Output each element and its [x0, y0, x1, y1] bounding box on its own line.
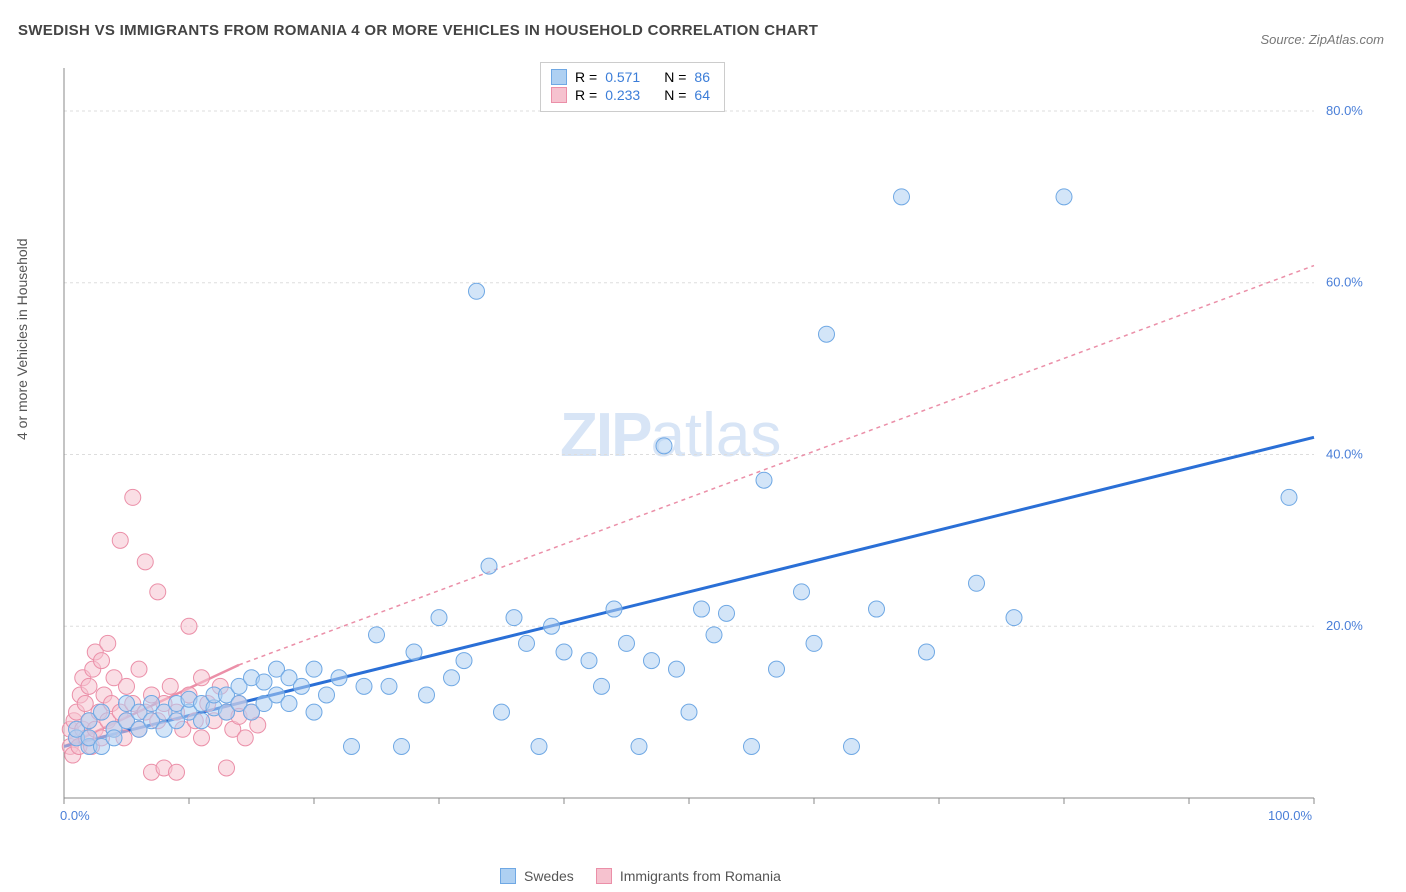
svg-text:100.0%: 100.0%: [1268, 808, 1313, 823]
r-value-swedes: 0.571: [605, 69, 640, 85]
n-label: N =: [664, 87, 686, 103]
n-label: N =: [664, 69, 686, 85]
y-axis-label: 4 or more Vehicles in Household: [14, 238, 30, 440]
svg-text:80.0%: 80.0%: [1326, 103, 1363, 118]
svg-text:0.0%: 0.0%: [60, 808, 90, 823]
svg-text:40.0%: 40.0%: [1326, 446, 1363, 461]
plot-svg: 20.0% 40.0% 60.0% 80.0% 0.0% 100.0%: [54, 58, 1384, 838]
scatter-plot: 20.0% 40.0% 60.0% 80.0% 0.0% 100.0%: [54, 58, 1384, 838]
legend-row-swedes: R = 0.571 N = 86: [551, 69, 710, 85]
r-label: R =: [575, 69, 597, 85]
chart-title: SWEDISH VS IMMIGRANTS FROM ROMANIA 4 OR …: [18, 22, 818, 39]
legend-item-romania: Immigrants from Romania: [596, 868, 781, 884]
legend-item-swedes: Swedes: [500, 868, 574, 884]
r-value-romania: 0.233: [605, 87, 640, 103]
r-label: R =: [575, 87, 597, 103]
legend-row-romania: R = 0.233 N = 64: [551, 87, 710, 103]
swatch-swedes: [551, 69, 567, 85]
source-attribution: Source: ZipAtlas.com: [1260, 32, 1384, 47]
swatch-swedes: [500, 868, 516, 884]
svg-text:60.0%: 60.0%: [1326, 275, 1363, 290]
legend-label-romania: Immigrants from Romania: [620, 868, 781, 884]
series-legend: Swedes Immigrants from Romania: [500, 868, 781, 884]
svg-text:20.0%: 20.0%: [1326, 618, 1363, 633]
swatch-romania: [551, 87, 567, 103]
n-value-romania: 64: [694, 87, 710, 103]
legend-label-swedes: Swedes: [524, 868, 574, 884]
swatch-romania: [596, 868, 612, 884]
correlation-legend: R = 0.571 N = 86 R = 0.233 N = 64: [540, 62, 725, 112]
n-value-swedes: 86: [694, 69, 710, 85]
